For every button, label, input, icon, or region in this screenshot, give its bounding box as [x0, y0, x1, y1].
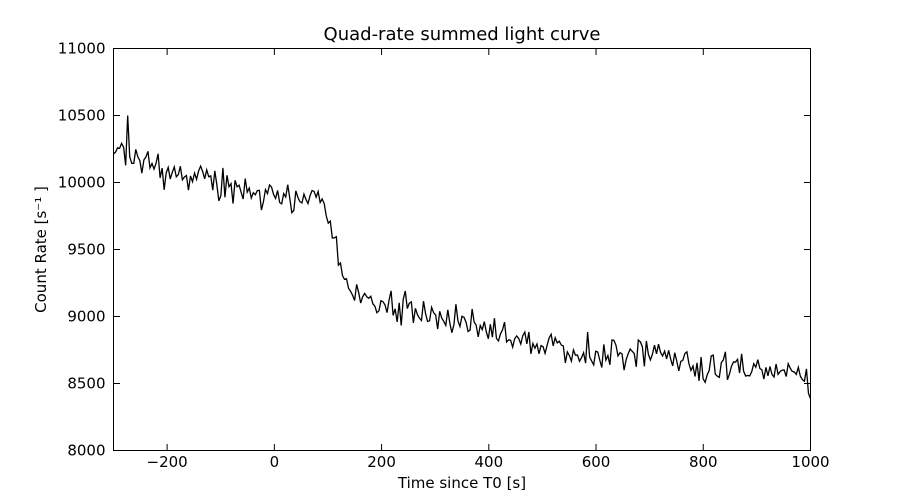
y-tick-label: 8000	[67, 442, 105, 460]
y-axis-ticks	[113, 48, 811, 451]
x-tick-label: 0	[270, 453, 280, 471]
x-tick-label: 200	[367, 453, 396, 471]
x-tick-label: 400	[474, 453, 503, 471]
x-tick-labels: −200 0 200 400 600 800 1000	[147, 453, 830, 471]
y-tick-label: 11000	[58, 40, 106, 58]
x-tick-label: 800	[689, 453, 718, 471]
x-tick-label: −200	[147, 453, 188, 471]
y-tick-labels: 8000 8500 9000 9500 10000 10500 11000	[58, 40, 106, 460]
chart-title: Quad-rate summed light curve	[324, 24, 601, 45]
x-tick-label: 600	[582, 453, 611, 471]
y-tick-label: 9000	[67, 308, 105, 326]
light-curve-line	[113, 115, 812, 399]
y-tick-label: 10000	[58, 174, 106, 192]
x-tick-label: 1000	[791, 453, 829, 471]
y-tick-label: 10500	[58, 107, 106, 125]
y-tick-label: 8500	[67, 375, 105, 393]
x-axis-ticks	[166, 48, 811, 451]
plot-frame	[113, 48, 811, 451]
y-axis-label: Count Rate [s⁻¹ ]	[32, 186, 50, 313]
y-tick-label: 9500	[67, 241, 105, 259]
x-axis-label: Time since T0 [s]	[397, 474, 526, 492]
